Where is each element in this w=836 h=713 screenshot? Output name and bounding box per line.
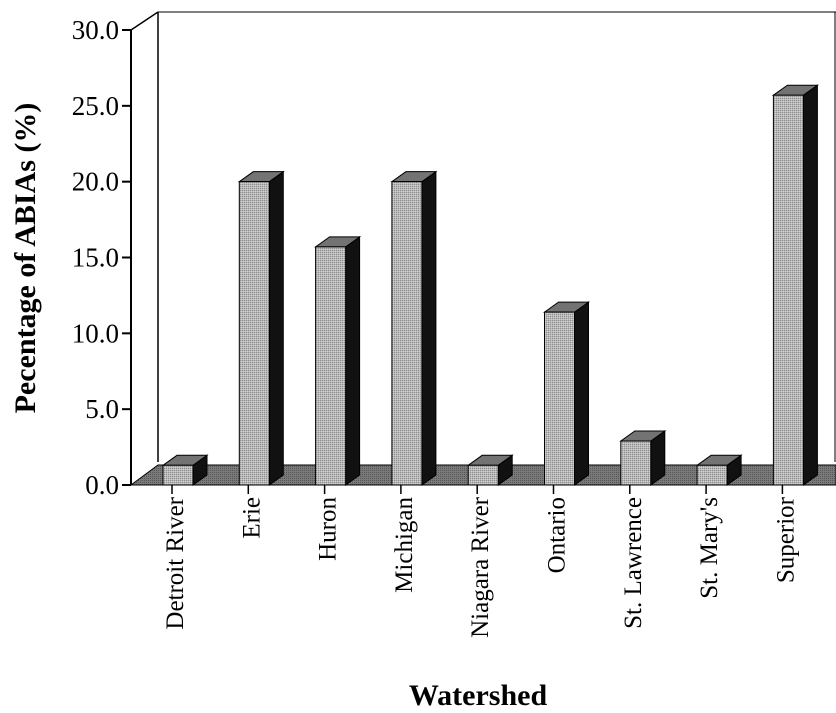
bar-front bbox=[696, 464, 728, 486]
x-tick-label: Huron bbox=[315, 497, 342, 561]
x-tick-label: Niagara River bbox=[467, 496, 494, 638]
y-tick-label: 30.0 bbox=[72, 15, 119, 45]
y-tick-label: 10.0 bbox=[72, 318, 119, 348]
bar-side bbox=[574, 301, 589, 486]
y-axis-ticks: 0.0 5.0 10.0 15.0 20.0 25.0 30.0 bbox=[72, 15, 131, 500]
bar-front bbox=[162, 464, 194, 486]
bar-side bbox=[268, 170, 284, 486]
bar bbox=[314, 235, 362, 486]
side-wall-top-edge bbox=[130, 11, 159, 31]
y-tick-label: 0.0 bbox=[85, 470, 119, 500]
bar-front bbox=[772, 94, 804, 486]
bars bbox=[161, 84, 819, 486]
x-tick-label: St. Mary's bbox=[696, 497, 723, 599]
plot-frame bbox=[129, 11, 836, 486]
x-tick-label: Ontario bbox=[544, 497, 571, 573]
y-tick-label: 15.0 bbox=[72, 243, 119, 273]
bar bbox=[619, 430, 667, 486]
bar-front bbox=[467, 464, 499, 486]
bar bbox=[695, 454, 743, 486]
y-tick-label: 20.0 bbox=[72, 167, 119, 197]
bar-front bbox=[544, 311, 575, 486]
bar-side bbox=[802, 84, 818, 486]
bar-front bbox=[620, 440, 652, 486]
bar bbox=[237, 170, 285, 486]
y-tick-label: 5.0 bbox=[85, 394, 119, 424]
y-axis-title: Pecentage of ABIAs (%) bbox=[9, 103, 42, 414]
bar-side bbox=[421, 170, 437, 486]
bar bbox=[771, 84, 819, 486]
x-tick-label: Michigan bbox=[391, 497, 418, 593]
bar-front bbox=[315, 246, 347, 486]
x-tick-label: St. Lawrence bbox=[620, 497, 647, 629]
bar bbox=[390, 170, 438, 486]
x-tick-label: Superior bbox=[772, 496, 799, 583]
bar bbox=[466, 454, 514, 486]
x-tick-label: Erie bbox=[238, 497, 265, 539]
bar bbox=[161, 454, 209, 486]
bar-front bbox=[391, 181, 423, 486]
x-axis-tick-labels: Detroit River Erie Huron Michigan Niagara Ri… bbox=[162, 485, 799, 638]
bar bbox=[542, 301, 591, 486]
y-tick-label: 25.0 bbox=[72, 91, 119, 121]
bar-side bbox=[345, 235, 361, 486]
x-axis-title: Watershed bbox=[409, 679, 548, 712]
x-tick-label: Detroit River bbox=[162, 496, 189, 629]
bar-front bbox=[238, 181, 270, 486]
